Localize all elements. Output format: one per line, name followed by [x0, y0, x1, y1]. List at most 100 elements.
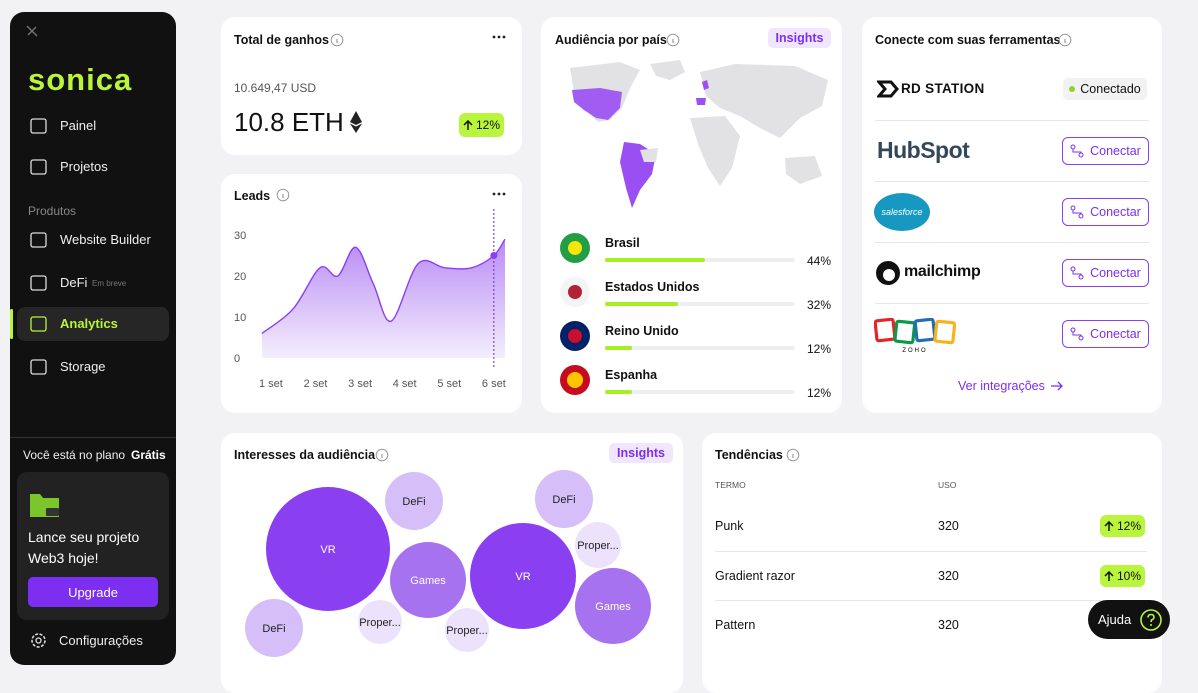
gear-hole — [35, 637, 42, 644]
nav-item[interactable]: Analytics — [60, 316, 118, 331]
card-title: Conecte com suas ferramentas — [875, 33, 1061, 47]
nav-item[interactable]: Storage — [60, 359, 106, 374]
bubble-label: DeFi — [402, 496, 425, 508]
nav-item[interactable]: DeFi — [60, 275, 88, 290]
separator — [875, 120, 1149, 121]
nav-icon — [30, 359, 47, 375]
soon-badge: Em breve — [92, 279, 127, 288]
arrow-up — [1104, 570, 1114, 581]
flag — [560, 233, 590, 263]
info-circle — [375, 448, 389, 462]
info-icon — [276, 188, 290, 202]
bubble — [358, 600, 402, 644]
y-tick-label: 10 — [234, 312, 246, 324]
flag-detail — [568, 241, 582, 255]
nav-icon-shape — [30, 359, 47, 375]
dot — [492, 192, 496, 196]
connect-button[interactable]: Conectar — [1062, 259, 1149, 287]
trend-term: Gradient razor — [715, 569, 795, 583]
bar-track — [605, 390, 795, 394]
tool-logo: salesforce — [881, 207, 922, 217]
dot — [492, 35, 496, 39]
tool-logo: HubSpot — [877, 137, 970, 163]
arrow-up — [1104, 520, 1114, 531]
gear — [31, 633, 46, 648]
settings[interactable]: Configurações — [59, 633, 143, 648]
change-text: 12% — [1116, 519, 1142, 533]
nav-item[interactable]: Painel — [60, 118, 97, 133]
nav-icon-shape — [30, 232, 47, 248]
folder-tag — [46, 508, 59, 516]
integrations-link[interactable]: Ver integrações — [958, 379, 1045, 393]
info-circle — [666, 33, 680, 47]
promo-text: Lance seu projeto Web3 hoje! — [28, 529, 140, 566]
dot — [502, 192, 506, 196]
bubble — [535, 470, 593, 528]
more-icon — [492, 35, 506, 39]
tool-logo: ZOHO — [902, 348, 927, 354]
mailchimp-icon — [876, 261, 900, 285]
change-text: 10% — [1116, 569, 1142, 583]
section-label: Produtos — [28, 204, 77, 218]
insights-badge[interactable]: Insights — [768, 28, 831, 48]
world-map — [570, 60, 828, 208]
trend-term: Pattern — [715, 618, 756, 632]
dot — [497, 35, 501, 39]
usd-value: 10.649,47 USD — [234, 81, 317, 95]
active-bg — [17, 307, 169, 341]
insights-badge[interactable]: Insights — [609, 443, 673, 463]
info-circle — [330, 33, 344, 47]
connect-button[interactable]: Conectar — [1062, 320, 1149, 348]
bar-fill — [605, 258, 705, 262]
zoho-square — [933, 319, 956, 345]
connect-label: Conectar — [1090, 205, 1141, 219]
connect-label: Conectar — [1090, 144, 1141, 158]
rd-mark — [877, 80, 899, 98]
connect-icon — [1070, 266, 1084, 280]
bubble — [390, 542, 466, 618]
bubble — [470, 523, 576, 629]
bubble-label: Games — [410, 575, 446, 587]
help-button[interactable]: Ajuda — [1088, 600, 1170, 639]
nav-icon — [30, 275, 47, 291]
connect-button[interactable]: Conectar — [1062, 198, 1149, 226]
logo: sonica — [28, 62, 133, 97]
nav-item[interactable]: Projetos — [60, 159, 108, 174]
bar-track — [605, 302, 795, 306]
change-text: 12% — [475, 118, 501, 132]
nav-icon-shape — [30, 159, 47, 175]
bubble — [575, 568, 651, 644]
country-pct: 32% — [806, 298, 831, 312]
bubble-label: DeFi — [262, 623, 285, 635]
tool-logo: RD STATION — [901, 81, 985, 96]
status-dot — [1069, 86, 1076, 92]
nav-item[interactable]: Website Builder — [60, 232, 151, 247]
leads-line — [261, 238, 506, 334]
bubble — [266, 487, 390, 611]
pin — [26, 25, 38, 37]
country-pct: 12% — [806, 342, 831, 356]
nav-icon — [30, 159, 47, 175]
country-name: Estados Unidos — [605, 280, 700, 294]
rd-icon — [877, 80, 899, 98]
info-circle — [276, 188, 290, 202]
bubble — [445, 608, 489, 652]
plan-text: Você está no plano — [23, 448, 126, 462]
page: {"sidebar":{"logo":"sonica","nav":["Pain… — [10, 12, 1170, 693]
connect-button[interactable]: Conectar — [1062, 137, 1149, 165]
nav-icon — [30, 316, 47, 332]
dot — [497, 192, 501, 196]
leads-area — [262, 239, 505, 358]
cloud — [874, 193, 930, 231]
trend-usage: 320 — [938, 618, 959, 632]
nav-icon — [30, 232, 47, 248]
upgrade-button[interactable]: Upgrade — [28, 577, 158, 607]
bar-track — [605, 346, 795, 350]
bubble — [385, 472, 443, 530]
y-tick-label: 0 — [234, 353, 240, 365]
column-head: USO — [938, 480, 957, 490]
bar-fill — [605, 346, 633, 350]
eth-value: 10.8 ETH — [234, 107, 344, 137]
nav-icon-shape — [30, 275, 47, 291]
x-tick-label: 4 set — [393, 378, 417, 390]
